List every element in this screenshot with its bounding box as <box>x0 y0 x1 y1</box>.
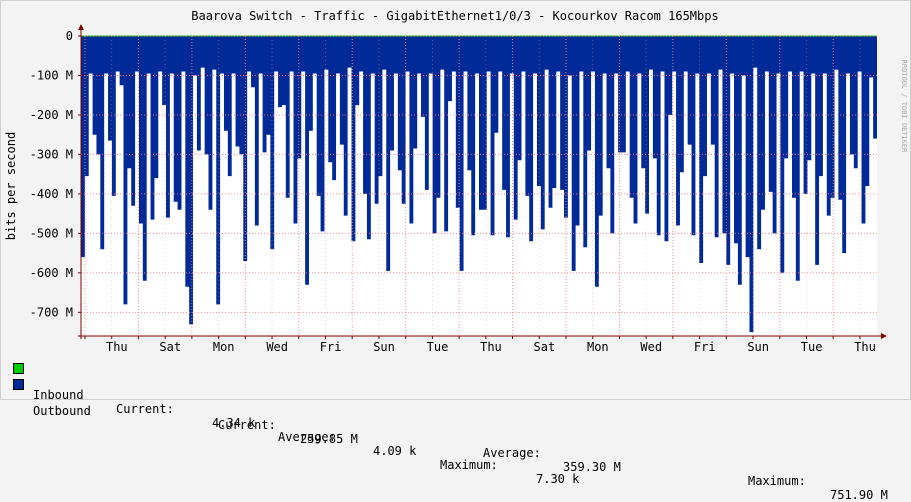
x-tick-label: Sun <box>373 340 395 354</box>
y-axis-arrow-icon <box>78 24 84 30</box>
legend-outbound-row: Outbound Current: 259.85 M Average: 359.… <box>13 376 888 502</box>
outbound-average-value: 359.30 M <box>563 460 621 474</box>
y-tick-label: -100 M <box>30 68 73 82</box>
x-tick-label: Wed <box>640 340 662 354</box>
y-tick-label: -300 M <box>30 147 73 161</box>
y-tick-label: -700 M <box>30 305 73 319</box>
outbound-area-layer <box>81 35 877 336</box>
x-tick-label: Tue <box>427 340 449 354</box>
outbound-current-label: Current: <box>218 418 276 432</box>
traffic-chart: 0 -100 M -200 M -300 M -400 M -500 M -600 M -70… <box>4 9 908 354</box>
chart-title: Baarova Switch - Traffic - GigabitEthern… <box>191 9 718 23</box>
inbound-current-label: Current: <box>116 402 174 416</box>
rrdtool-watermark: RRDTOOL / TOBI OETIKER <box>900 60 908 154</box>
x-tick-label: Fri <box>320 340 342 354</box>
outbound-maximum-value: 751.90 M <box>830 488 888 502</box>
x-tick-label: Sat <box>534 340 556 354</box>
inbound-maximum-label: Maximum: <box>440 458 498 472</box>
inbound-name: Inbound <box>33 388 84 402</box>
outbound-average-label: Average: <box>483 446 541 460</box>
x-tick-label: Mon <box>213 340 235 354</box>
x-tick-label: Thu <box>854 340 876 354</box>
x-tick-label: Tue <box>801 340 823 354</box>
outbound-current-value: 259.85 M <box>300 432 358 446</box>
tick-label-layer: 0 -100 M -200 M -300 M -400 M -500 M -600 M -70… <box>30 29 876 354</box>
y-tick-label: -600 M <box>30 266 73 280</box>
outbound-swatch-icon <box>13 379 24 390</box>
axes-layer <box>78 24 887 339</box>
inbound-maximum-value: 7.30 k <box>536 472 580 486</box>
y-tick-label: -500 M <box>30 226 73 240</box>
outbound-area <box>81 36 877 333</box>
x-tick-label: Wed <box>266 340 288 354</box>
x-tick-label: Thu <box>480 340 502 354</box>
y-tick-label: -400 M <box>30 187 73 201</box>
grid-layer <box>81 35 877 336</box>
x-tick-label: Mon <box>587 340 609 354</box>
y-tick-label: -200 M <box>30 108 73 122</box>
inbound-swatch-icon <box>13 363 24 374</box>
y-tick-label: 0 <box>66 29 73 43</box>
x-tick-label: Fri <box>694 340 716 354</box>
x-tick-label: Sat <box>159 340 181 354</box>
y-axis-label: bits per second <box>4 132 18 240</box>
outbound-maximum-label: Maximum: <box>748 474 806 488</box>
outbound-name: Outbound <box>33 404 91 418</box>
x-tick-label: Thu <box>106 340 128 354</box>
x-tick-label: Sun <box>747 340 769 354</box>
inbound-average-value: 4.09 k <box>373 444 417 458</box>
x-axis-arrow-icon <box>881 333 887 339</box>
